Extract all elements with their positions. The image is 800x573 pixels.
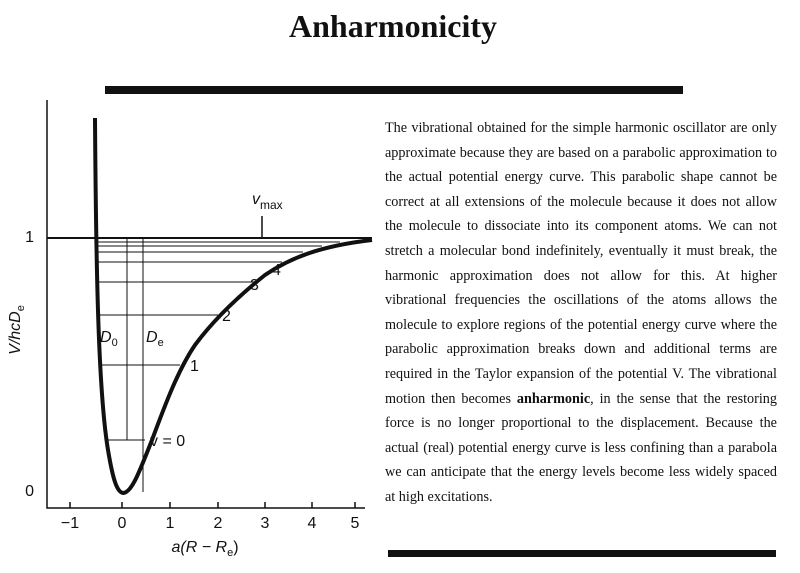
label-part: a(R − R bbox=[171, 539, 227, 556]
title: Anharmonicity bbox=[289, 8, 497, 44]
level-label: 2 bbox=[222, 308, 231, 325]
x-tick-label: 0 bbox=[118, 515, 127, 532]
text: , in the sense that the restoring force … bbox=[385, 390, 777, 505]
potential-curve bbox=[93, 117, 373, 496]
vmax-label: vmax bbox=[252, 191, 283, 212]
x-tick-label: 5 bbox=[351, 515, 360, 532]
rule bbox=[388, 550, 776, 557]
label-sub: e bbox=[158, 337, 164, 349]
label-part: V/hcD bbox=[7, 311, 24, 355]
label-part: v bbox=[252, 191, 261, 208]
level-label: v = 0 bbox=[150, 433, 185, 450]
label-sub: e bbox=[227, 547, 233, 559]
d0-label: D0 bbox=[100, 329, 118, 349]
x-tick-label: 2 bbox=[214, 515, 223, 532]
level-label: 4 bbox=[272, 262, 281, 279]
label-part: D bbox=[146, 329, 158, 346]
de-label: De bbox=[146, 329, 164, 349]
text: The vibrational obtained for the simple … bbox=[385, 120, 777, 407]
y-axis-label: V/hcDe bbox=[7, 305, 27, 355]
level-label: 1 bbox=[190, 358, 199, 375]
label-sub: e bbox=[15, 305, 27, 311]
y-tick-label: 0 bbox=[25, 483, 34, 500]
x-tick-label: 3 bbox=[261, 515, 270, 532]
paragraph: The vibrational obtained for the simple … bbox=[385, 116, 777, 510]
x-tick-label: 4 bbox=[308, 515, 317, 532]
bold-text: anharmonic bbox=[516, 390, 591, 407]
label-sub: 0 bbox=[112, 337, 118, 349]
level-label: 3 bbox=[250, 277, 259, 294]
y-tick-label: 1 bbox=[25, 229, 34, 246]
label-part: D bbox=[100, 329, 112, 346]
x-tick-label: −1 bbox=[61, 515, 79, 532]
x-axis-label: a(R − Re) bbox=[171, 539, 238, 559]
rule bbox=[105, 86, 683, 94]
axes bbox=[46, 100, 373, 509]
figure: V/hcDe a(R − Re) 0 1 −1 0 1 2 3 4 5 v = … bbox=[7, 100, 373, 559]
x-tick-label: 1 bbox=[166, 515, 175, 532]
label-sub: max bbox=[260, 198, 283, 212]
label-part: ) bbox=[233, 539, 238, 556]
axis-frame bbox=[46, 100, 365, 509]
